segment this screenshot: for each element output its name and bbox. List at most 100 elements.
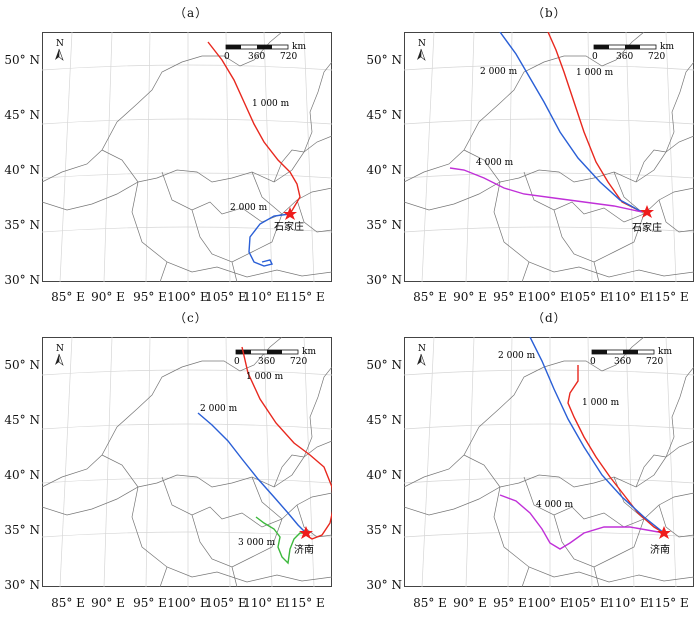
- scale-end: 720: [290, 357, 307, 367]
- graticule: [41, 31, 333, 283]
- x-tick-a-1: 90° E: [91, 290, 125, 304]
- trajectory-label-3000m: 3 000 m: [238, 538, 276, 548]
- y-tick-d-1: 45° N: [366, 413, 402, 427]
- trajectory-2000m: [197, 412, 307, 534]
- province-borders: [41, 31, 333, 283]
- x-tick-c-6: 115° E: [283, 596, 325, 610]
- x-tick-b-6: 115° E: [647, 290, 689, 304]
- x-tick-d-5: 110° E: [607, 596, 649, 610]
- scale-unit: km: [658, 347, 672, 357]
- y-tick-c-4: 30° N: [4, 578, 40, 592]
- y-tick-d-2: 40° N: [366, 468, 402, 482]
- trajectory-3000m: [255, 516, 306, 565]
- map-panel-d: N 0 360 720 km 1 000 m 2 000 m 4 000 m 济…: [403, 336, 695, 588]
- scale-mid: 360: [616, 52, 633, 62]
- trajectory-2000m: [499, 31, 643, 213]
- panel-label-d: （d）: [532, 311, 567, 325]
- city-star-icon: [640, 205, 654, 218]
- map-frame: [42, 337, 332, 587]
- trajectory-1000m: [547, 31, 643, 213]
- trajectory-2000m: [529, 336, 665, 534]
- city-label: 石家庄: [632, 221, 662, 234]
- map-panel-c: N 0 360 720 km 1 000 m 2 000 m 3 000 m 济…: [41, 336, 335, 588]
- north-arrow: N: [417, 39, 426, 61]
- trajectory-2000m: [248, 213, 291, 267]
- north-label: N: [56, 344, 64, 354]
- y-tick-c-1: 45° N: [4, 413, 40, 427]
- trajectory-1000m: [567, 365, 665, 534]
- trajectory-label-2000m: 2 000 m: [480, 67, 518, 77]
- trajectory-label-2000m: 2 000 m: [230, 203, 268, 213]
- graticule: [41, 336, 333, 588]
- y-tick-d-0: 50° N: [366, 358, 402, 372]
- scale-zero: 0: [224, 52, 230, 62]
- scale-mid: 360: [614, 357, 631, 367]
- x-tick-c-2: 95° E: [133, 596, 167, 610]
- y-tick-c-3: 35° N: [4, 523, 40, 537]
- x-tick-a-6: 115° E: [283, 290, 325, 304]
- scale-mid: 360: [258, 357, 275, 367]
- city-star-icon: [657, 526, 671, 539]
- trajectory-label-1000m: 1 000 m: [582, 398, 620, 408]
- map-canvas: N 0 360 720 km 1 000 m 2 000 m 4 000 m 石…: [403, 31, 695, 283]
- scale-zero: 0: [592, 52, 598, 62]
- y-tick-a-4: 30° N: [4, 273, 40, 287]
- graticule: [403, 336, 695, 588]
- scale-unit: km: [660, 42, 674, 52]
- scale-zero: 0: [234, 357, 240, 367]
- x-tick-c-4: 105° E: [205, 596, 247, 610]
- trajectory-label-1000m: 1 000 m: [246, 372, 284, 382]
- city-label: 济南: [650, 543, 670, 556]
- city-star-icon: [283, 207, 297, 220]
- north-label: N: [418, 39, 426, 49]
- x-tick-a-4: 105° E: [205, 290, 247, 304]
- y-tick-b-3: 35° N: [366, 218, 402, 232]
- x-tick-d-6: 115° E: [647, 596, 689, 610]
- y-tick-b-4: 30° N: [366, 273, 402, 287]
- x-tick-a-2: 95° E: [133, 290, 167, 304]
- trajectory-4000m: [449, 167, 643, 213]
- trajectory-label-2000m: 2 000 m: [200, 404, 238, 414]
- y-tick-a-3: 35° N: [4, 218, 40, 232]
- x-tick-a-0: 85° E: [51, 290, 85, 304]
- panel-label-a: （a）: [174, 6, 209, 20]
- y-tick-b-1: 45° N: [366, 108, 402, 122]
- trajectory-4000m: [499, 494, 665, 550]
- scale-zero: 0: [590, 357, 596, 367]
- y-tick-d-4: 30° N: [366, 578, 402, 592]
- x-tick-b-3: 100° E: [527, 290, 569, 304]
- scale-bar: 0 360 720 km: [590, 347, 672, 367]
- y-tick-c-2: 40° N: [4, 468, 40, 482]
- trajectory-label-2000m: 2 000 m: [498, 351, 536, 361]
- x-tick-b-5: 110° E: [607, 290, 649, 304]
- map-frame: [404, 32, 694, 282]
- y-tick-c-0: 50° N: [4, 358, 40, 372]
- y-tick-a-2: 40° N: [4, 163, 40, 177]
- scale-unit: km: [302, 347, 316, 357]
- x-tick-d-0: 85° E: [413, 596, 447, 610]
- x-tick-d-3: 100° E: [527, 596, 569, 610]
- x-tick-a-3: 100° E: [167, 290, 209, 304]
- scale-bar: 0 360 720 km: [224, 42, 306, 62]
- x-tick-c-5: 110° E: [243, 596, 285, 610]
- city-label: 石家庄: [274, 220, 304, 233]
- y-tick-b-0: 50° N: [366, 53, 402, 67]
- scale-unit: km: [292, 42, 306, 52]
- trajectory-1000m: [207, 41, 301, 215]
- scale-bar: 0 360 720 km: [592, 42, 674, 62]
- province-borders: [403, 336, 695, 588]
- trajectory-label-1000m: 1 000 m: [252, 99, 290, 109]
- graticule: [403, 31, 695, 283]
- map-panel-b: N 0 360 720 km 1 000 m 2 000 m 4 000 m 石…: [403, 31, 695, 283]
- north-arrow: N: [417, 344, 426, 366]
- city-star-icon: [299, 526, 313, 539]
- map-canvas: N 0 360 720 km 1 000 m 2 000 m 3 000 m 济…: [41, 336, 335, 588]
- map-frame: [42, 32, 332, 282]
- north-label: N: [418, 344, 426, 354]
- scale-end: 720: [648, 52, 665, 62]
- trajectory-label-4000m: 4 000 m: [536, 500, 574, 510]
- map-panel-a: N 0 360 720 km 1 000 m 2 000 m 石家庄: [41, 31, 333, 283]
- scale-end: 720: [646, 357, 663, 367]
- north-arrow: N: [55, 344, 64, 366]
- trajectory-label-4000m: 4 000 m: [476, 158, 514, 168]
